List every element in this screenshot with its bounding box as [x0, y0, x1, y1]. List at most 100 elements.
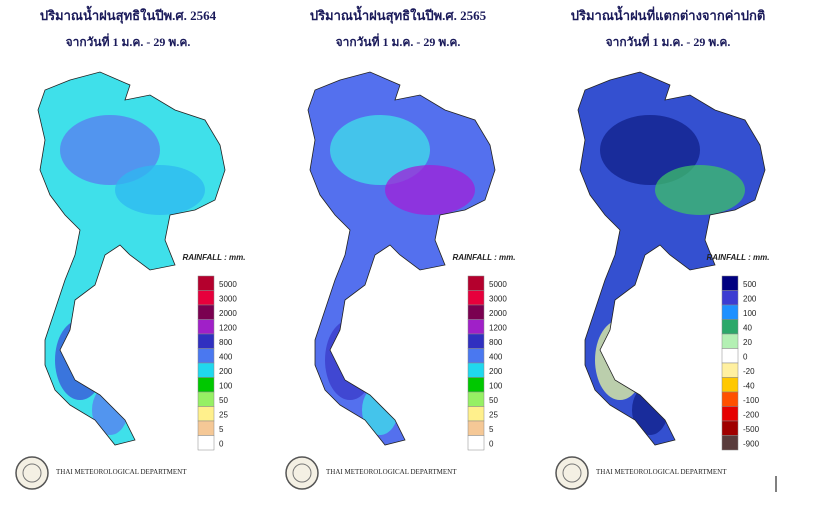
- legend-label: 25: [489, 411, 498, 420]
- legend-label: -200: [743, 411, 760, 420]
- legend-swatch: [197, 362, 215, 378]
- legend-swatch: [721, 275, 739, 291]
- legend-label: 25: [219, 411, 228, 420]
- legend-label: -20: [743, 367, 755, 376]
- legend-swatch: [721, 319, 739, 335]
- rain-area: [330, 115, 430, 185]
- rain-area: [600, 115, 700, 185]
- legend-swatch: [197, 420, 215, 436]
- legend-swatch: [721, 362, 739, 378]
- legend-swatch: [467, 435, 485, 451]
- legend-swatch: [197, 290, 215, 306]
- legend-label: 40: [743, 324, 752, 333]
- rain-area: [92, 385, 128, 435]
- legend-swatch: [467, 362, 485, 378]
- legend-swatch: [467, 406, 485, 422]
- legend-label: 400: [489, 353, 503, 362]
- legend-label: 800: [489, 338, 503, 347]
- legend-swatch: [467, 304, 485, 320]
- legend-label: -900: [743, 440, 760, 449]
- legend-swatch: [197, 435, 215, 451]
- legend-label: 5000: [219, 280, 237, 289]
- legend-label: 1200: [489, 324, 507, 333]
- rain-area: [632, 385, 668, 435]
- legend-label: 100: [219, 382, 233, 391]
- legend-label: 0: [743, 353, 748, 362]
- legend-label: 20: [743, 338, 752, 347]
- legend-label: 0: [219, 440, 224, 449]
- legend-label: 800: [219, 338, 233, 347]
- department-seal-inner: [292, 463, 312, 483]
- legend-swatch: [721, 333, 739, 349]
- legend-title: RAINFALL : mm.: [183, 253, 246, 262]
- legend-swatch: [197, 319, 215, 335]
- legend-swatch: [467, 290, 485, 306]
- legend-label: 500: [743, 280, 757, 289]
- map-subtitle: จากวันที่ 1 ม.ค. - 29 พ.ค.: [606, 33, 731, 49]
- legend-swatch: [197, 333, 215, 349]
- rain-area: [655, 165, 745, 215]
- legend-label: 400: [219, 353, 233, 362]
- legend-swatch: [721, 348, 739, 364]
- legend-swatch: [721, 406, 739, 422]
- map-panel: ปริมาณน้ำฝนสุทธิในปีพ.ศ. 2565 จากวันที่ 1…: [285, 5, 515, 490]
- map-title: ปริมาณน้ำฝนสุทธิในปีพ.ศ. 2565: [310, 5, 487, 24]
- legend-label: 100: [743, 309, 757, 318]
- map-panel: ปริมาณน้ำฝนที่แตกต่างจากค่าปกติจากวันที่…: [555, 5, 770, 490]
- legend-label: 50: [219, 396, 228, 405]
- legend-label: 200: [743, 295, 757, 304]
- department-seal: [285, 456, 319, 490]
- legend-title: RAINFALL : mm.: [707, 253, 770, 262]
- legend-swatch: [197, 275, 215, 291]
- legend-label: -40: [743, 382, 755, 391]
- map-title: ปริมาณน้ำฝนสุทธิในปีพ.ศ. 2564: [40, 5, 217, 24]
- legend-label: 2000: [489, 309, 507, 318]
- legend-label: -100: [743, 396, 760, 405]
- legend-swatch: [721, 391, 739, 407]
- department-seal-inner: [22, 463, 42, 483]
- legend-swatch: [467, 377, 485, 393]
- legend-swatch: [467, 391, 485, 407]
- legend-swatch: [467, 420, 485, 436]
- legend-swatch: [721, 435, 739, 451]
- rain-area: [595, 320, 645, 400]
- rain-area: [325, 320, 375, 400]
- legend-label: 5: [489, 425, 494, 434]
- map-title: ปริมาณน้ำฝนที่แตกต่างจากค่าปกติ: [571, 5, 766, 23]
- legend-swatch: [467, 275, 485, 291]
- legend-swatch: [721, 420, 739, 436]
- department-seal: [555, 456, 589, 490]
- rain-area: [362, 385, 398, 435]
- department-seal-inner: [562, 463, 582, 483]
- map-subtitle: จากวันที่ 1 ม.ค. - 29 พ.ค.: [336, 33, 461, 49]
- legend-label: 50: [489, 396, 498, 405]
- rain-area: [115, 165, 205, 215]
- map-subtitle: จากวันที่ 1 ม.ค. - 29 พ.ค.: [66, 33, 191, 49]
- footer: THAI METEOROLOGICAL DEPARTMENT: [56, 468, 187, 476]
- legend-label: 0: [489, 440, 494, 449]
- legend-swatch: [467, 348, 485, 364]
- legend-label: -500: [743, 425, 760, 434]
- map-panel: ปริมาณน้ำฝนสุทธิในปีพ.ศ. 2564 จากวันที่ 1…: [15, 5, 246, 490]
- footer: THAI METEOROLOGICAL DEPARTMENT: [596, 468, 727, 476]
- legend-label: 1200: [219, 324, 237, 333]
- rain-area: [55, 320, 105, 400]
- legend-swatch: [197, 377, 215, 393]
- footer: THAI METEOROLOGICAL DEPARTMENT: [326, 468, 457, 476]
- legend-label: 3000: [219, 295, 237, 304]
- rain-area: [385, 165, 475, 215]
- legend-swatch: [197, 391, 215, 407]
- legend-label: 5: [219, 425, 224, 434]
- department-seal: [15, 456, 49, 490]
- legend-label: 200: [219, 367, 233, 376]
- legend-swatch: [721, 290, 739, 306]
- legend-label: 200: [489, 367, 503, 376]
- legend-swatch: [721, 377, 739, 393]
- legend-label: 3000: [489, 295, 507, 304]
- legend-swatch: [197, 304, 215, 320]
- legend-swatch: [467, 333, 485, 349]
- legend-label: 100: [489, 382, 503, 391]
- legend-label: 5000: [489, 280, 507, 289]
- legend-swatch: [197, 406, 215, 422]
